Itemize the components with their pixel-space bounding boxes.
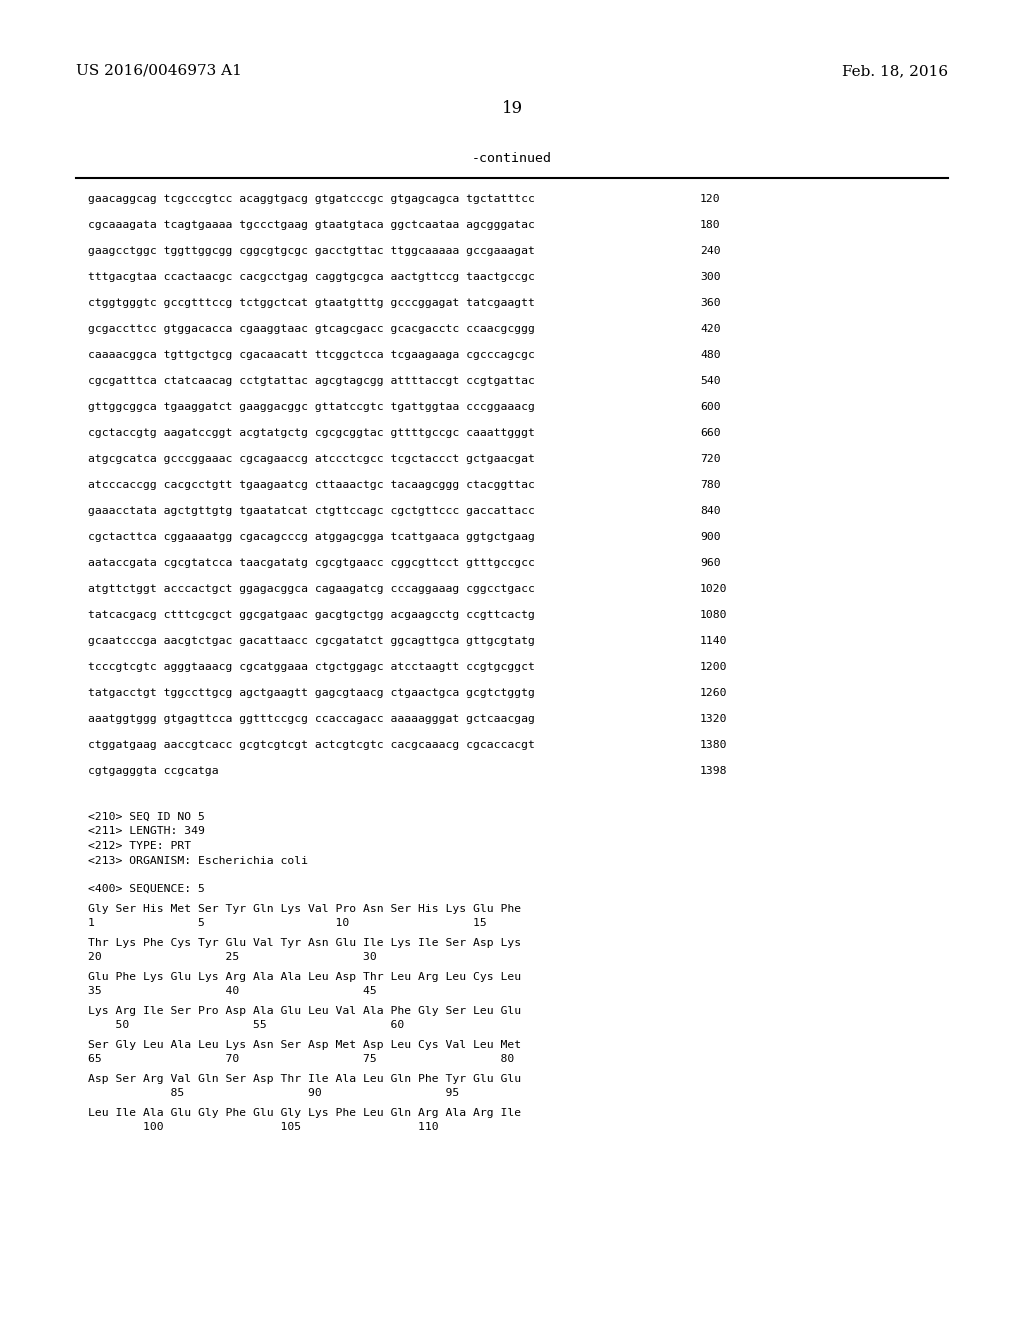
Text: US 2016/0046973 A1: US 2016/0046973 A1 [76,63,242,78]
Text: 300: 300 [700,272,721,282]
Text: tatgacctgt tggccttgcg agctgaagtt gagcgtaacg ctgaactgca gcgtctggtg: tatgacctgt tggccttgcg agctgaagtt gagcgta… [88,688,535,698]
Text: cgctacttca cggaaaatgg cgacagcccg atggagcgga tcattgaaca ggtgctgaag: cgctacttca cggaaaatgg cgacagcccg atggagc… [88,532,535,543]
Text: 1               5                   10                  15: 1 5 10 15 [88,917,486,928]
Text: Lys Arg Ile Ser Pro Asp Ala Glu Leu Val Ala Phe Gly Ser Leu Glu: Lys Arg Ile Ser Pro Asp Ala Glu Leu Val … [88,1006,521,1016]
Text: 120: 120 [700,194,721,205]
Text: 600: 600 [700,403,721,412]
Text: 180: 180 [700,220,721,230]
Text: aataccgata cgcgtatcca taacgatatg cgcgtgaacc cggcgttcct gtttgccgcc: aataccgata cgcgtatcca taacgatatg cgcgtga… [88,558,535,568]
Text: tatcacgacg ctttcgcgct ggcgatgaac gacgtgctgg acgaagcctg ccgttcactg: tatcacgacg ctttcgcgct ggcgatgaac gacgtgc… [88,610,535,620]
Text: ctggtgggtc gccgtttccg tctggctcat gtaatgtttg gcccggagat tatcgaagtt: ctggtgggtc gccgtttccg tctggctcat gtaatgt… [88,298,535,308]
Text: gaacaggcag tcgcccgtcc acaggtgacg gtgatcccgc gtgagcagca tgctatttcc: gaacaggcag tcgcccgtcc acaggtgacg gtgatcc… [88,194,535,205]
Text: aaatggtggg gtgagttcca ggtttccgcg ccaccagacc aaaaagggat gctcaacgag: aaatggtggg gtgagttcca ggtttccgcg ccaccag… [88,714,535,723]
Text: atgttctggt acccactgct ggagacggca cagaagatcg cccaggaaag cggcctgacc: atgttctggt acccactgct ggagacggca cagaaga… [88,583,535,594]
Text: Asp Ser Arg Val Gln Ser Asp Thr Ile Ala Leu Gln Phe Tyr Glu Glu: Asp Ser Arg Val Gln Ser Asp Thr Ile Ala … [88,1074,521,1084]
Text: gcaatcccga aacgtctgac gacattaacc cgcgatatct ggcagttgca gttgcgtatg: gcaatcccga aacgtctgac gacattaacc cgcgata… [88,636,535,645]
Text: Gly Ser His Met Ser Tyr Gln Lys Val Pro Asn Ser His Lys Glu Phe: Gly Ser His Met Ser Tyr Gln Lys Val Pro … [88,904,521,913]
Text: 660: 660 [700,428,721,438]
Text: 720: 720 [700,454,721,465]
Text: 50                  55                  60: 50 55 60 [88,1020,404,1030]
Text: atcccaccgg cacgcctgtt tgaagaatcg cttaaactgc tacaagcggg ctacggttac: atcccaccgg cacgcctgtt tgaagaatcg cttaaac… [88,480,535,490]
Text: 1020: 1020 [700,583,727,594]
Text: <400> SEQUENCE: 5: <400> SEQUENCE: 5 [88,884,205,894]
Text: cgcaaagata tcagtgaaaa tgccctgaag gtaatgtaca ggctcaataa agcgggatac: cgcaaagata tcagtgaaaa tgccctgaag gtaatgt… [88,220,535,230]
Text: ctggatgaag aaccgtcacc gcgtcgtcgt actcgtcgtc cacgcaaacg cgcaccacgt: ctggatgaag aaccgtcacc gcgtcgtcgt actcgtc… [88,741,535,750]
Text: cgtgagggta ccgcatga: cgtgagggta ccgcatga [88,766,219,776]
Text: 85                  90                  95: 85 90 95 [88,1088,459,1098]
Text: 1200: 1200 [700,663,727,672]
Text: 65                  70                  75                  80: 65 70 75 80 [88,1053,514,1064]
Text: 35                  40                  45: 35 40 45 [88,986,377,997]
Text: <212> TYPE: PRT: <212> TYPE: PRT [88,841,191,851]
Text: tcccgtcgtc agggtaaacg cgcatggaaa ctgctggagc atcctaagtt ccgtgcggct: tcccgtcgtc agggtaaacg cgcatggaaa ctgctgg… [88,663,535,672]
Text: Ser Gly Leu Ala Leu Lys Asn Ser Asp Met Asp Leu Cys Val Leu Met: Ser Gly Leu Ala Leu Lys Asn Ser Asp Met … [88,1040,521,1049]
Text: 780: 780 [700,480,721,490]
Text: -continued: -continued [472,152,552,165]
Text: cgctaccgtg aagatccggt acgtatgctg cgcgcggtac gttttgccgc caaattgggt: cgctaccgtg aagatccggt acgtatgctg cgcgcgg… [88,428,535,438]
Text: gaagcctggc tggttggcgg cggcgtgcgc gacctgttac ttggcaaaaa gccgaaagat: gaagcctggc tggttggcgg cggcgtgcgc gacctgt… [88,246,535,256]
Text: <213> ORGANISM: Escherichia coli: <213> ORGANISM: Escherichia coli [88,855,308,866]
Text: 360: 360 [700,298,721,308]
Text: atgcgcatca gcccggaaac cgcagaaccg atccctcgcc tcgctaccct gctgaacgat: atgcgcatca gcccggaaac cgcagaaccg atccctc… [88,454,535,465]
Text: 1320: 1320 [700,714,727,723]
Text: 960: 960 [700,558,721,568]
Text: 1140: 1140 [700,636,727,645]
Text: 100                 105                 110: 100 105 110 [88,1122,438,1133]
Text: 1380: 1380 [700,741,727,750]
Text: <210> SEQ ID NO 5: <210> SEQ ID NO 5 [88,812,205,822]
Text: 240: 240 [700,246,721,256]
Text: Leu Ile Ala Glu Gly Phe Glu Gly Lys Phe Leu Gln Arg Ala Arg Ile: Leu Ile Ala Glu Gly Phe Glu Gly Lys Phe … [88,1107,521,1118]
Text: 540: 540 [700,376,721,385]
Text: <211> LENGTH: 349: <211> LENGTH: 349 [88,826,205,837]
Text: cgcgatttca ctatcaacag cctgtattac agcgtagcgg attttaccgt ccgtgattac: cgcgatttca ctatcaacag cctgtattac agcgtag… [88,376,535,385]
Text: 840: 840 [700,506,721,516]
Text: Feb. 18, 2016: Feb. 18, 2016 [842,63,948,78]
Text: 1260: 1260 [700,688,727,698]
Text: 480: 480 [700,350,721,360]
Text: 1080: 1080 [700,610,727,620]
Text: gcgaccttcc gtggacacca cgaaggtaac gtcagcgacc gcacgacctc ccaacgcggg: gcgaccttcc gtggacacca cgaaggtaac gtcagcg… [88,323,535,334]
Text: gttggcggca tgaaggatct gaaggacggc gttatccgtc tgattggtaa cccggaaacg: gttggcggca tgaaggatct gaaggacggc gttatcc… [88,403,535,412]
Text: 420: 420 [700,323,721,334]
Text: tttgacgtaa ccactaacgc cacgcctgag caggtgcgca aactgttccg taactgccgc: tttgacgtaa ccactaacgc cacgcctgag caggtgc… [88,272,535,282]
Text: Thr Lys Phe Cys Tyr Glu Val Tyr Asn Glu Ile Lys Ile Ser Asp Lys: Thr Lys Phe Cys Tyr Glu Val Tyr Asn Glu … [88,939,521,948]
Text: 19: 19 [502,100,522,117]
Text: Glu Phe Lys Glu Lys Arg Ala Ala Leu Asp Thr Leu Arg Leu Cys Leu: Glu Phe Lys Glu Lys Arg Ala Ala Leu Asp … [88,972,521,982]
Text: 20                  25                  30: 20 25 30 [88,952,377,962]
Text: 900: 900 [700,532,721,543]
Text: caaaacggca tgttgctgcg cgacaacatt ttcggctcca tcgaagaaga cgcccagcgc: caaaacggca tgttgctgcg cgacaacatt ttcggct… [88,350,535,360]
Text: gaaacctata agctgttgtg tgaatatcat ctgttccagc cgctgttccc gaccattacc: gaaacctata agctgttgtg tgaatatcat ctgttcc… [88,506,535,516]
Text: 1398: 1398 [700,766,727,776]
